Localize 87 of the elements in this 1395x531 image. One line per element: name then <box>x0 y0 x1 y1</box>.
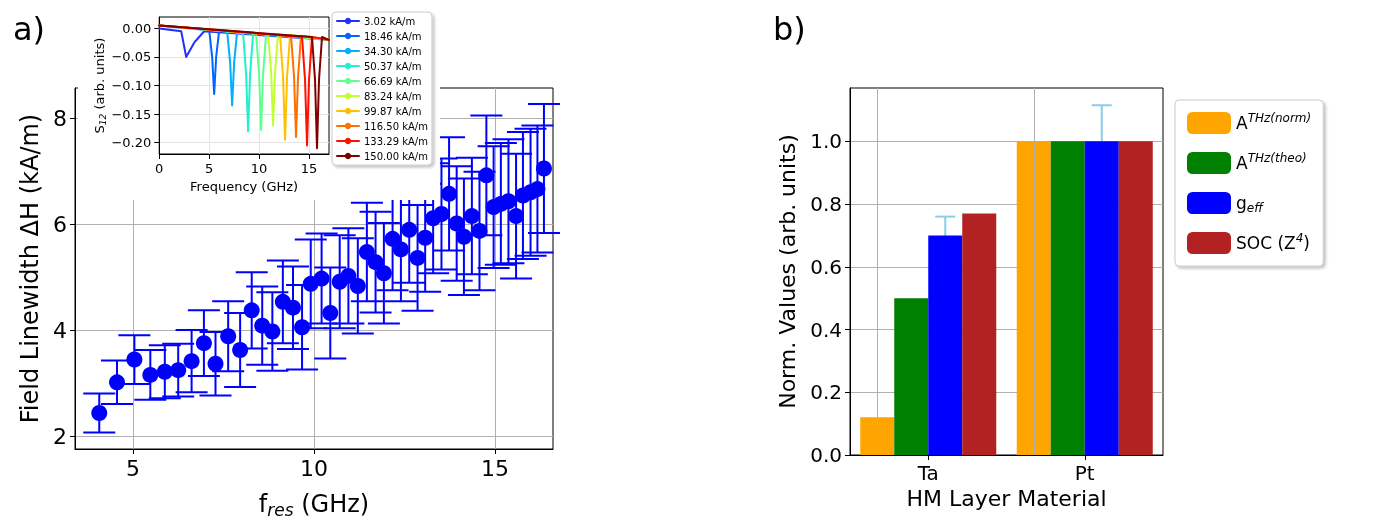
point <box>322 304 339 321</box>
y-tick-label: 4 <box>53 317 67 343</box>
y-tick-label: −0.20 <box>111 135 152 151</box>
legend-label: 99.87 kA/m <box>364 105 422 117</box>
point <box>313 270 330 287</box>
x-axis-title: Frequency (GHz) <box>190 178 299 194</box>
legend-label: 18.46 kA/m <box>364 30 422 42</box>
point <box>126 351 143 368</box>
y-tick-label: 0.0 <box>810 443 842 467</box>
point <box>340 267 357 284</box>
point <box>358 244 375 261</box>
y-tick-label: 0.2 <box>810 380 842 405</box>
x-tick-label: 0 <box>155 161 164 176</box>
bar <box>962 213 997 455</box>
x-tick-label: 15 <box>481 455 510 481</box>
bar <box>1016 141 1051 455</box>
y-tick-label: 1.0 <box>810 129 842 154</box>
y-tick-label: −0.05 <box>111 49 152 65</box>
legend-label: 133.29 kA/m <box>364 135 428 147</box>
x-tick-label: Pt <box>1074 461 1095 485</box>
point <box>401 221 418 238</box>
point <box>183 353 200 370</box>
point <box>142 366 159 383</box>
point <box>463 208 480 225</box>
legend-label: 83.24 kA/m <box>364 90 422 102</box>
legend-label: 150.00 kA/m <box>364 150 428 162</box>
bar <box>1084 141 1119 455</box>
y-axis-title: S12 (arb. units) <box>92 37 108 134</box>
x-tick-label: 5 <box>205 161 214 176</box>
point <box>508 208 525 225</box>
point <box>264 323 281 340</box>
point <box>392 241 409 258</box>
x-tick-label: Ta <box>916 461 939 485</box>
point <box>409 249 426 266</box>
point <box>441 185 458 202</box>
point <box>417 229 434 246</box>
x-tick-label: 10 <box>300 455 328 481</box>
y-axis-title: Norm. Values (arb. units) <box>774 134 800 409</box>
y-tick-label: 0.8 <box>810 192 842 217</box>
legend-label: 3.02 kA/m <box>364 15 416 27</box>
chart-title: b) <box>773 10 806 48</box>
bar <box>928 235 963 455</box>
point <box>220 328 237 345</box>
point <box>156 363 173 380</box>
y-tick-label: 0.6 <box>810 254 842 279</box>
point <box>207 355 224 372</box>
chart-title: a) <box>13 10 46 48</box>
y-tick-label: 0.4 <box>810 317 842 342</box>
x-axis-title: HM Layer Material <box>906 486 1107 512</box>
point <box>455 228 472 245</box>
y-tick-label: −0.15 <box>111 106 152 122</box>
y-axis-title: Field Linewidth ΔH (kA/m) <box>16 113 45 424</box>
point <box>535 160 552 177</box>
legend-label: 50.37 kA/m <box>364 60 422 72</box>
point <box>170 362 187 379</box>
bar <box>894 298 929 455</box>
x-tick-label: 5 <box>125 455 140 481</box>
point <box>500 193 517 210</box>
bar <box>1118 141 1153 455</box>
point <box>471 222 488 239</box>
y-tick-label: 6 <box>53 212 67 238</box>
legend-label: 116.50 kA/m <box>364 120 428 132</box>
point <box>232 342 249 359</box>
point <box>109 374 126 391</box>
point <box>285 299 301 316</box>
y-tick-label: −0.10 <box>111 78 152 93</box>
x-tick-label: 15 <box>300 161 318 176</box>
point <box>294 319 311 336</box>
y-tick-label: 2 <box>53 423 67 449</box>
point <box>243 302 260 319</box>
point <box>448 215 465 232</box>
point <box>375 265 392 282</box>
y-tick-label: 8 <box>53 106 67 132</box>
legend-label: 34.30 kA/m <box>364 45 422 57</box>
legend-label: 66.69 kA/m <box>364 75 422 87</box>
x-tick-label: 10 <box>250 161 268 176</box>
point <box>529 181 546 198</box>
y-tick-label: 0.00 <box>122 20 152 36</box>
bar <box>860 417 895 455</box>
point <box>478 167 495 184</box>
bar <box>1050 141 1085 455</box>
point <box>195 335 212 352</box>
point <box>367 254 384 271</box>
point <box>384 230 401 247</box>
point <box>91 405 108 421</box>
point <box>433 205 450 222</box>
point <box>349 277 366 294</box>
